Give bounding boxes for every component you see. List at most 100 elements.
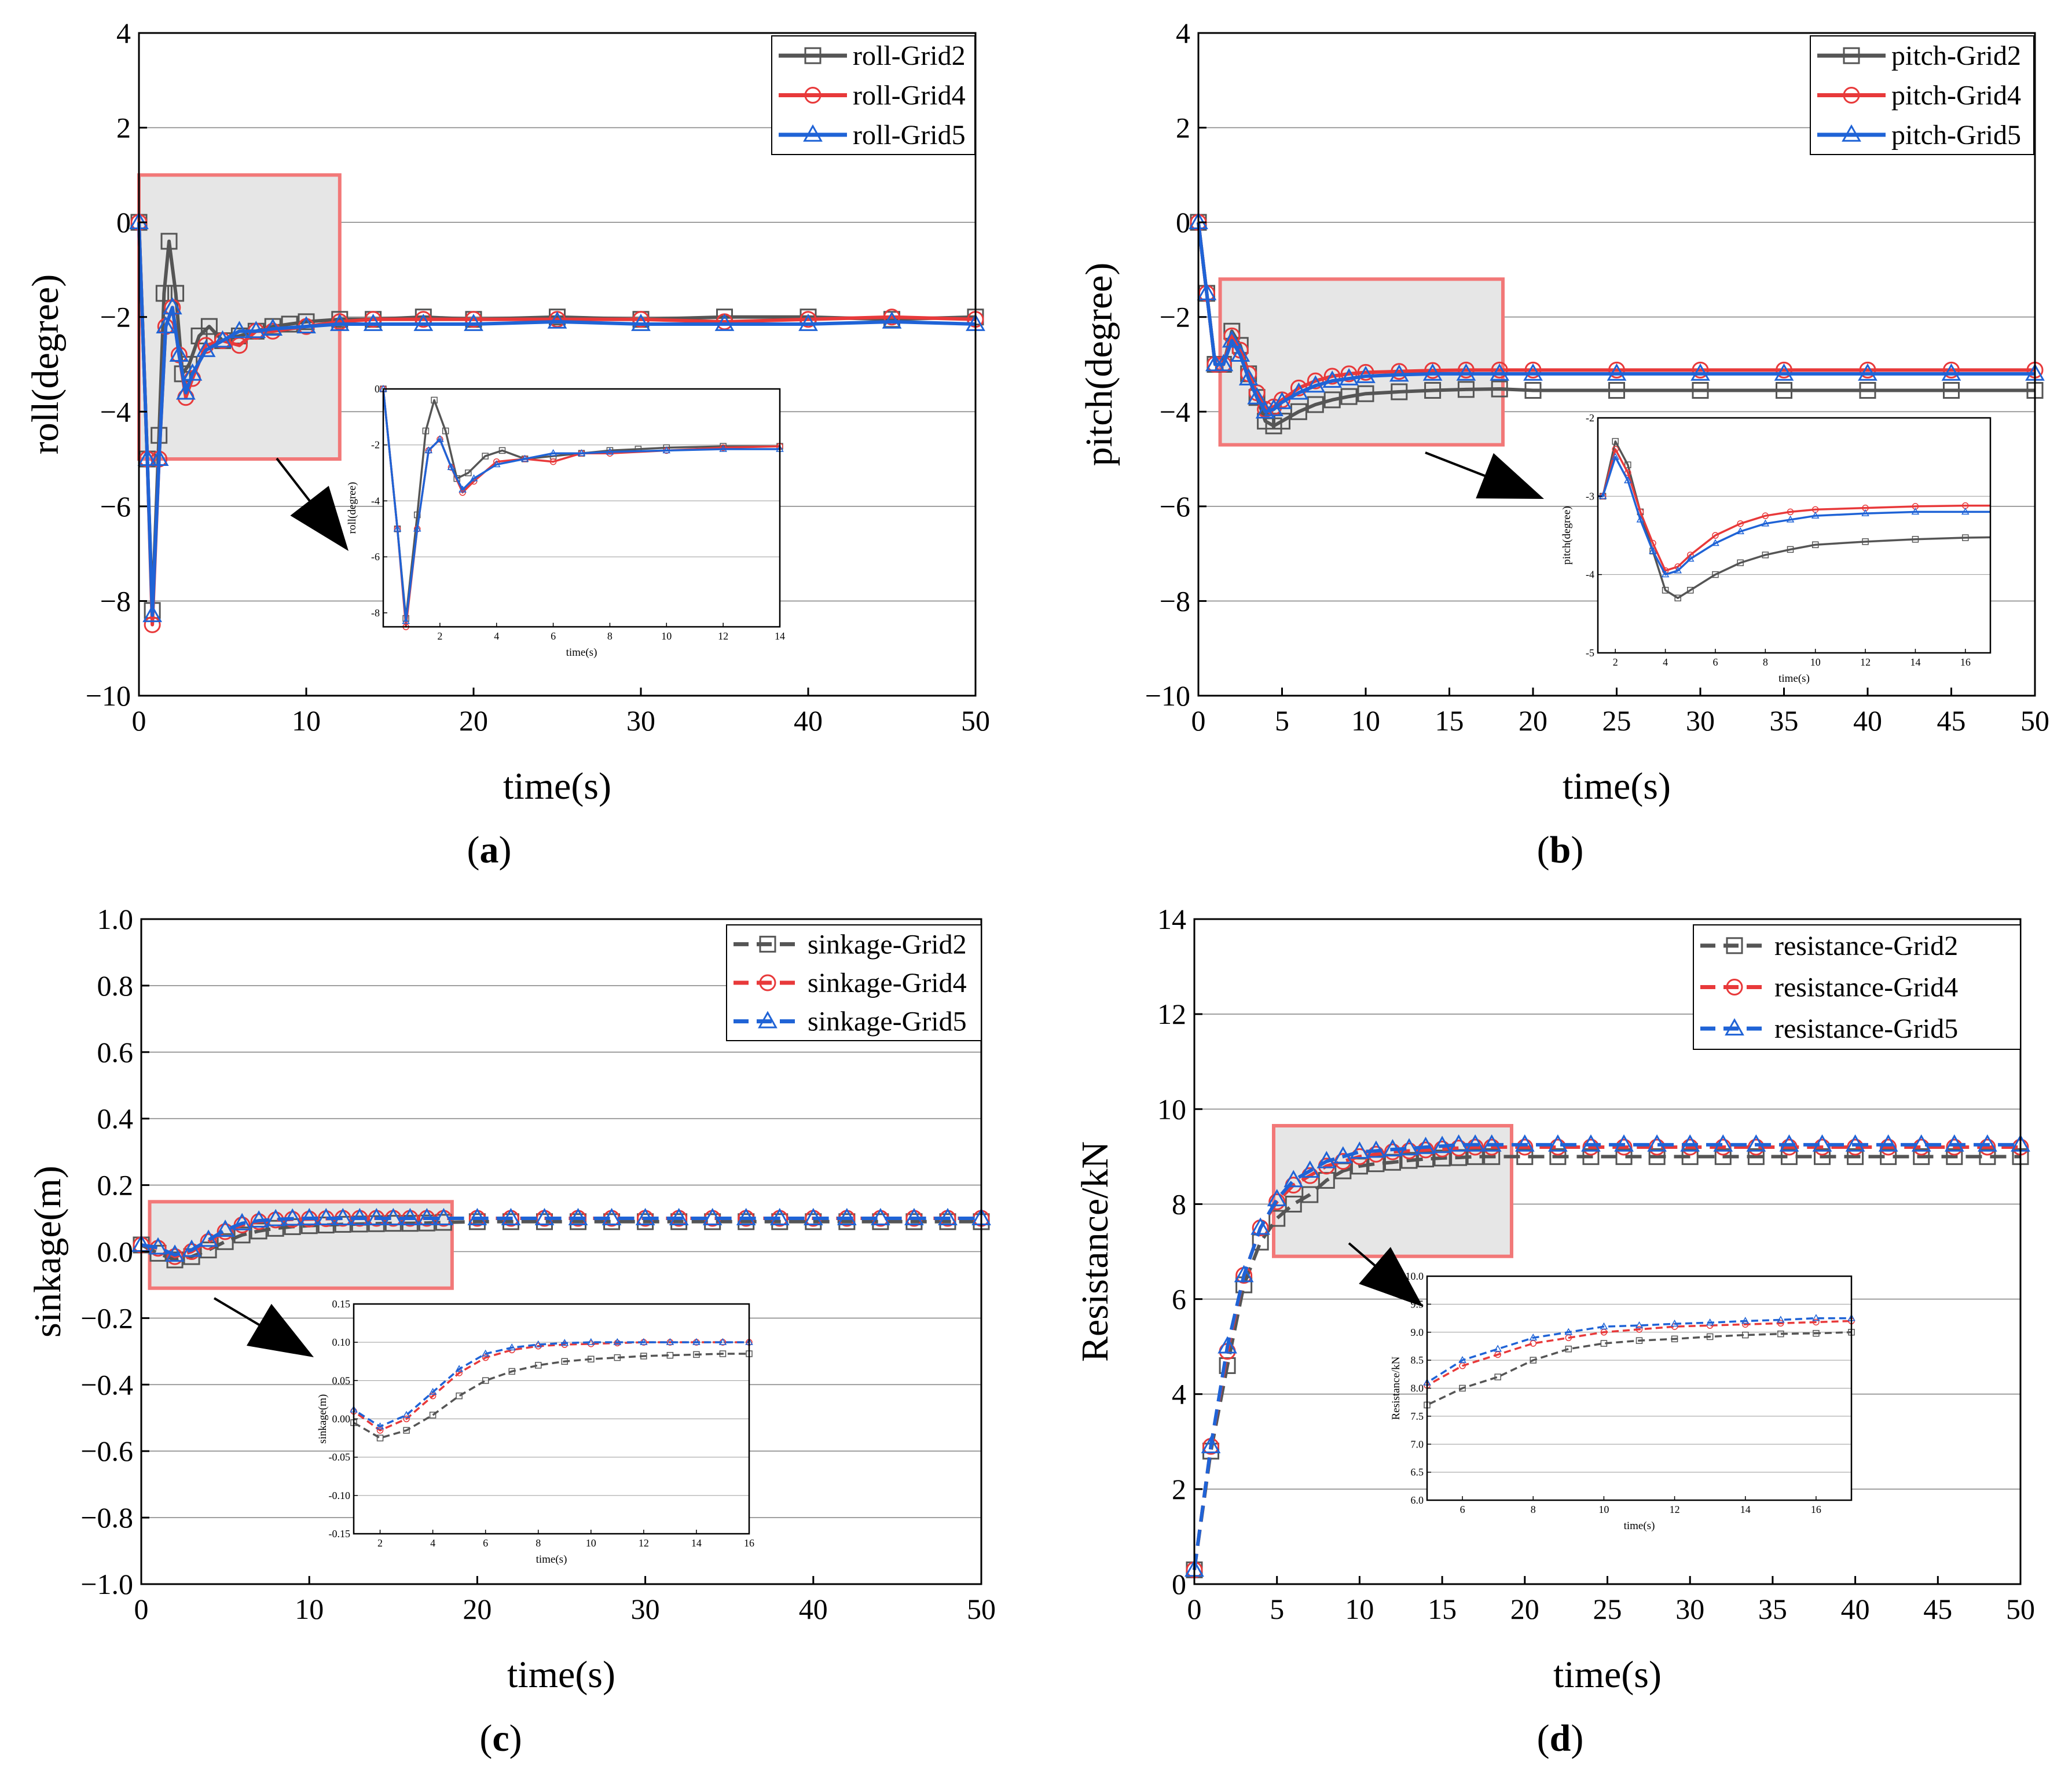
series-marker-roll-Grid5 (631, 313, 651, 331)
y-tick-label: −4 (100, 395, 131, 428)
series-marker-roll-Grid5 (176, 382, 196, 400)
inset-series-marker-sinkage-Grid2 (588, 1355, 595, 1363)
series-marker-pitch-Grid4 (1692, 361, 1709, 379)
x-tick-label: 10 (292, 704, 321, 737)
x-tick-label: 30 (626, 704, 655, 737)
inset-frame (1597, 417, 1992, 654)
y-tick-label: −0.2 (80, 1302, 133, 1334)
legend-swatch-marker (804, 87, 822, 104)
inset-x-axis-label: time(s) (536, 1553, 567, 1566)
series-marker-resistance-Grid5 (1250, 1217, 1271, 1235)
series-marker-pitch-Grid5 (1774, 363, 1794, 381)
inset-series-marker-resistance-Grid5 (1635, 1321, 1644, 1328)
subfigure-caption: (b) (1537, 829, 1584, 871)
inset-y-tick-label: -6 (371, 551, 380, 563)
inset-series-line-sinkage-Grid4 (354, 1341, 749, 1432)
series-marker-roll-Grid5 (329, 313, 350, 331)
series-marker-pitch-Grid4 (1357, 363, 1374, 381)
y-tick-label: 2 (1172, 1473, 1186, 1505)
inset-series-marker-sinkage-Grid4 (403, 1415, 410, 1423)
inset-x-tick-label: 2 (377, 1537, 383, 1549)
series-marker-resistance-Grid5 (1481, 1134, 1502, 1152)
series-marker-pitch-Grid5 (1523, 363, 1543, 381)
y-tick-label: 14 (1157, 903, 1186, 935)
series-marker-sinkage-Grid5 (871, 1208, 890, 1225)
inset-series-marker-pitch-Grid5 (1686, 554, 1695, 562)
series-marker-pitch-Grid2 (1491, 380, 1508, 398)
inset-x-tick-label: 16 (744, 1537, 754, 1549)
inset-series-marker-sinkage-Grid5 (455, 1365, 463, 1372)
inset-x-tick-label: 12 (1860, 656, 1871, 668)
legend-entry: pitch-Grid5 (1891, 120, 2021, 150)
inset-x-tick-label: 10 (586, 1537, 596, 1549)
inset-x-tick-label: 8 (607, 630, 613, 642)
series-marker-roll-Grid5 (882, 311, 902, 329)
series-marker-pitch-Grid5 (1607, 363, 1627, 381)
inset-series-marker-pitch-Grid2 (1962, 534, 1969, 541)
y-axis-label: sinkage(m) (27, 1166, 69, 1338)
y-tick-label: −8 (100, 585, 131, 617)
x-tick-label: 30 (1686, 704, 1715, 737)
series-marker-sinkage-Grid5 (383, 1208, 404, 1225)
series-marker-resistance-Grid4 (1946, 1138, 1963, 1156)
x-axis-label: time(s) (1563, 765, 1671, 807)
inset-y-tick-label: 0.10 (332, 1336, 351, 1348)
x-tick-label: 10 (1345, 1593, 1374, 1625)
inset-series-marker-sinkage-Grid5 (428, 1387, 437, 1395)
inset-series-marker-roll-Grid5 (436, 435, 444, 442)
series-marker-roll-Grid2 (160, 233, 178, 250)
series-marker-resistance-Grid5 (1201, 1435, 1221, 1453)
series-marker-resistance-Grid5 (1581, 1134, 1601, 1152)
y-tick-label: 0 (1176, 206, 1190, 238)
series-marker-resistance-Grid4 (1847, 1138, 1864, 1156)
series-marker-resistance-Grid2 (1549, 1148, 1567, 1165)
inset-series-marker-resistance-Grid2 (1565, 1346, 1572, 1353)
inset-series-marker-roll-Grid5 (447, 463, 456, 471)
series-marker-resistance-Grid4 (1615, 1138, 1633, 1156)
inset-series-marker-roll-Grid5 (606, 447, 614, 455)
series-marker-pitch-Grid5 (1289, 382, 1309, 400)
series-marker-roll-Grid4 (883, 308, 900, 326)
inset-series-marker-pitch-Grid2 (1787, 546, 1794, 553)
inset-x-axis-label: time(s) (1624, 1520, 1655, 1532)
legend-entry: sinkage-Grid4 (808, 968, 967, 998)
legend-swatch-marker (804, 47, 822, 64)
legend-entry: roll-Grid5 (853, 120, 966, 150)
x-tick-label: 10 (295, 1593, 324, 1625)
series-marker-resistance-Grid5 (1779, 1134, 1799, 1152)
inset-series-marker-roll-Grid2 (442, 427, 449, 435)
series-marker-sinkage-Grid4 (149, 1240, 167, 1257)
y-tick-label: 4 (116, 17, 131, 49)
inset-series-marker-sinkage-Grid5 (640, 1338, 648, 1345)
inset-series-marker-pitch-Grid5 (1961, 508, 1970, 515)
series-line-pitch-Grid5 (1197, 222, 2035, 414)
inset-series-marker-pitch-Grid5 (1811, 511, 1820, 519)
inset-series-marker-resistance-Grid4 (1635, 1326, 1643, 1333)
inset-x-tick-label: 4 (1663, 656, 1668, 668)
subfigure-caption: (d) (1537, 1717, 1584, 1759)
series-marker-resistance-Grid2 (1516, 1148, 1534, 1165)
inset-x-tick-label: 12 (718, 630, 728, 642)
inset-series-marker-roll-Grid5 (492, 460, 501, 468)
inset-series-marker-pitch-Grid2 (1712, 571, 1719, 578)
series-marker-resistance-Grid2 (1268, 1210, 1286, 1227)
series-marker-sinkage-Grid5 (602, 1208, 622, 1225)
inset-x-tick-label: 4 (430, 1537, 435, 1549)
inset-series-marker-roll-Grid2 (498, 447, 506, 454)
inset-series-marker-sinkage-Grid5 (692, 1338, 701, 1345)
inset-series-marker-pitch-Grid2 (1687, 586, 1694, 594)
series-marker-roll-Grid5 (229, 321, 250, 339)
series-marker-roll-Grid5 (212, 330, 233, 348)
y-tick-label: 6 (1172, 1283, 1186, 1316)
zoom-arrow-head (1359, 1247, 1423, 1307)
inset-series-marker-resistance-Grid2 (1777, 1330, 1784, 1338)
series-marker-pitch-Grid5 (1222, 330, 1242, 348)
x-tick-label: 40 (794, 704, 823, 737)
y-tick-label: −8 (1160, 585, 1190, 617)
inset-y-tick-label: -0.15 (329, 1528, 351, 1540)
inset-chart: 2 4 6 8 10 12 14 16 -5 -4 -3 -2 time(s) pitch(degree) (1561, 412, 1992, 685)
series-marker-sinkage-Grid4 (200, 1233, 217, 1250)
series-line-pitch-Grid4 (1197, 222, 2035, 412)
inset-series-line-resistance-Grid2 (1427, 1331, 1851, 1406)
inset-series-marker-pitch-Grid2 (1912, 536, 1919, 543)
